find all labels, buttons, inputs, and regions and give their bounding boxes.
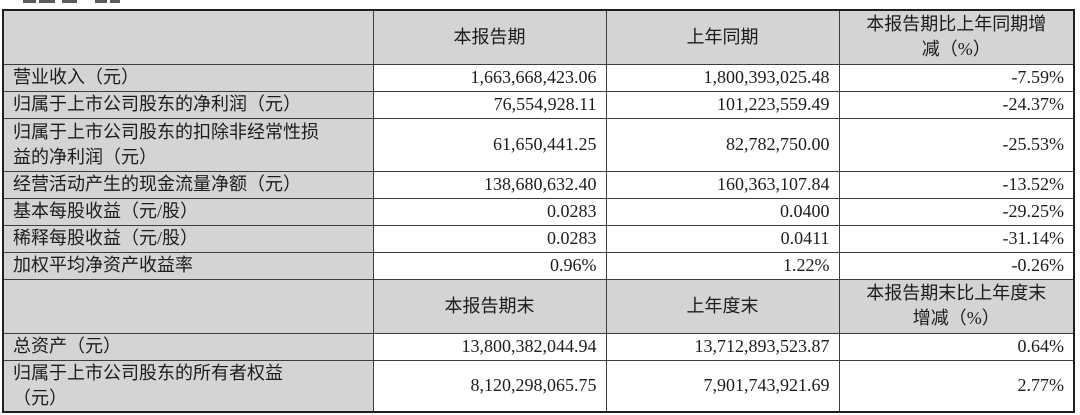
row-label: 营业收入（元） [2,63,374,92]
current-period-value: 8,120,298,065.75 [372,359,607,412]
prior-period-value: 0.0400 [605,197,840,226]
table-row-total-assets: 总资产（元） 13,800,382,044.94 13,712,893,523.… [2,332,1075,361]
table-row-basic-eps: 基本每股收益（元/股） 0.0283 0.0400 -29.25% [2,197,1075,226]
empty-corner-cell [2,278,374,334]
table-row-owners-equity: 归属于上市公司股东的所有者权益（元） 8,120,298,065.75 7,90… [2,359,1075,412]
row-label: 归属于上市公司股东的所有者权益（元） [2,359,374,412]
prior-period-value: 160,363,107.84 [605,170,840,199]
row-label: 归属于上市公司股东的净利润（元） [2,90,374,119]
current-period-value: 61,650,441.25 [372,117,607,172]
current-period-value: 13,800,382,044.94 [372,332,607,361]
current-period-value: 0.96% [372,251,607,280]
prior-period-value: 7,901,743,921.69 [605,359,840,412]
table-row-weighted-avg-roe: 加权平均净资产收益率 0.96% 1.22% -0.26% [2,251,1075,280]
cropped-text-fragment [110,0,120,3]
prior-period-value: 0.0411 [605,224,840,253]
change-value: -7.59% [838,63,1075,92]
column-header-end-of-current-period: 本报告期末 [372,278,607,334]
table-row-diluted-eps: 稀释每股收益（元/股） 0.0283 0.0411 -31.14% [2,224,1075,253]
table-row-net-profit: 归属于上市公司股东的净利润（元） 76,554,928.11 101,223,5… [2,90,1075,119]
table-row-net-profit-excl-nonrecurring: 归属于上市公司股东的扣除非经常性损益的净利润（元） 61,650,441.25 … [2,117,1075,172]
row-label: 归属于上市公司股东的扣除非经常性损益的净利润（元） [2,117,374,172]
cropped-text-fragment [62,0,77,3]
column-header-current-period: 本报告期 [372,9,607,65]
current-period-value: 76,554,928.11 [372,90,607,119]
row-label: 加权平均净资产收益率 [2,251,374,280]
table-row-operating-cash-flow: 经营活动产生的现金流量净额（元） 138,680,632.40 160,363,… [2,170,1075,199]
cropped-text-fragment [95,0,107,3]
change-value: -13.52% [838,170,1075,199]
change-value: -0.26% [838,251,1075,280]
row-label: 总资产（元） [2,332,374,361]
change-value: 2.77% [838,359,1075,412]
change-value: -31.14% [838,224,1075,253]
column-header-prior-period: 上年同期 [605,9,840,65]
change-value: -24.37% [838,90,1075,119]
column-header-endperiod-change: 本报告期末比上年度末增减（%） [838,278,1075,334]
current-period-value: 1,663,668,423.06 [372,63,607,92]
current-period-value: 0.0283 [372,197,607,226]
prior-period-value: 1,800,393,025.48 [605,63,840,92]
column-header-period-change: 本报告期比上年同期增减（%） [838,9,1075,65]
row-label: 基本每股收益（元/股） [2,197,374,226]
end-of-period-header-row: 本报告期末 上年度末 本报告期末比上年度末增减（%） [2,278,1075,334]
row-label: 稀释每股收益（元/股） [2,224,374,253]
change-value: 0.64% [838,332,1075,361]
prior-period-value: 101,223,559.49 [605,90,840,119]
change-value: -25.53% [838,117,1075,172]
empty-corner-cell [2,9,374,65]
cropped-text-fragment [39,0,55,3]
prior-period-value: 82,782,750.00 [605,117,840,172]
column-header-end-of-prior-year: 上年度末 [605,278,840,334]
period-header-row: 本报告期 上年同期 本报告期比上年同期增减（%） [2,9,1075,65]
current-period-value: 0.0283 [372,224,607,253]
cropped-text-fragment [23,0,36,3]
row-label: 经营活动产生的现金流量净额（元） [2,170,374,199]
financial-summary-table: 本报告期 上年同期 本报告期比上年同期增减（%） 营业收入（元） 1,663,6… [2,9,1075,413]
table-row-revenue: 营业收入（元） 1,663,668,423.06 1,800,393,025.4… [2,63,1075,92]
prior-period-value: 13,712,893,523.87 [605,332,840,361]
prior-period-value: 1.22% [605,251,840,280]
change-value: -29.25% [838,197,1075,226]
cropped-text-fragments [0,0,300,4]
current-period-value: 138,680,632.40 [372,170,607,199]
